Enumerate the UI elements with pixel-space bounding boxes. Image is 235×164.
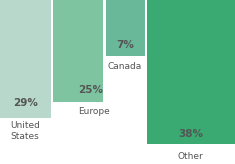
Text: United
States: United States xyxy=(10,121,40,141)
Bar xyxy=(106,0,145,56)
Text: 29%: 29% xyxy=(13,98,38,108)
Text: 25%: 25% xyxy=(78,85,103,95)
Text: 7%: 7% xyxy=(116,40,134,50)
Bar xyxy=(0,0,51,118)
Bar xyxy=(53,0,103,102)
Text: 38%: 38% xyxy=(178,129,203,139)
Text: Canada: Canada xyxy=(108,62,142,71)
Text: Europe: Europe xyxy=(78,107,110,116)
Bar xyxy=(147,0,235,144)
Text: Other: Other xyxy=(178,152,204,161)
